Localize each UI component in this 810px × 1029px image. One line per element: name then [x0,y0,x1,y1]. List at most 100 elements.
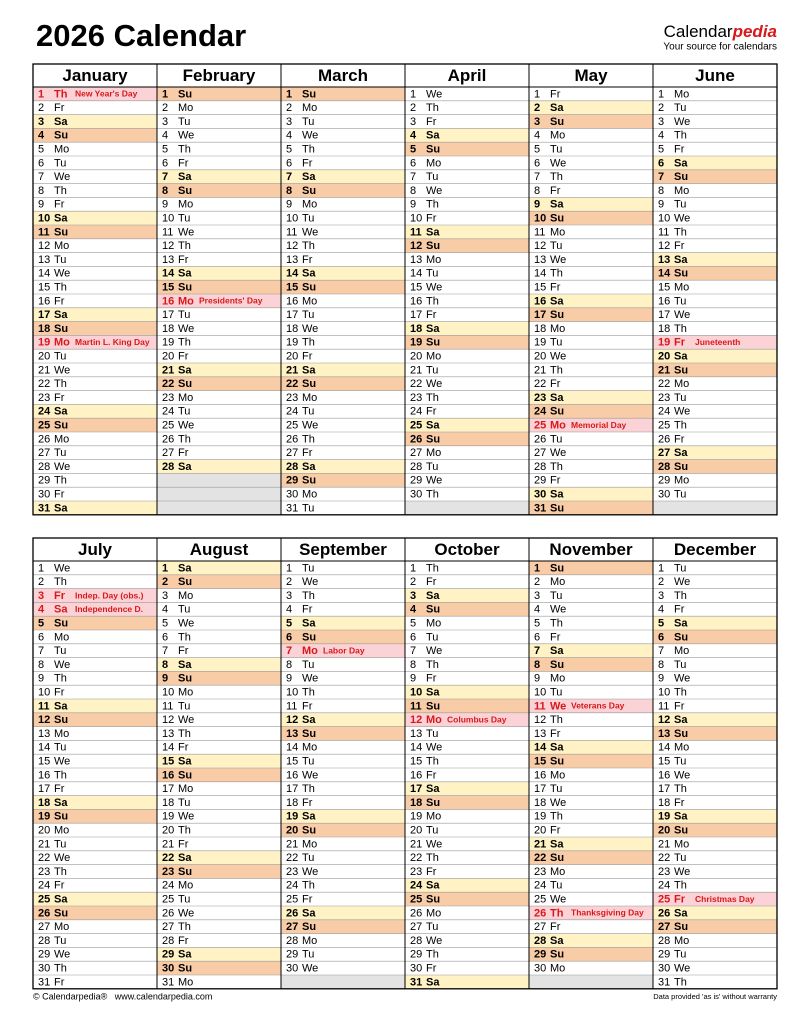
brand-accent: pedia [732,22,777,41]
day-number: 1 [286,562,292,574]
footer-left: © Calendarpedia® www.calendarpedia.com [33,991,212,1001]
day-number: 5 [286,618,292,630]
weekday: Fr [426,769,437,781]
weekday: Fr [302,254,313,266]
day-cell-bg [157,754,281,768]
weekday: Su [302,825,316,837]
day-number: 24 [410,406,422,418]
day-number: 24 [162,880,174,892]
day-number: 2 [534,102,540,114]
day-number: 20 [286,825,298,837]
day-cell-bg [529,933,653,948]
day-number: 10 [286,687,298,699]
day-cell-bg [33,404,157,419]
weekday: Su [674,268,688,280]
day-number: 28 [410,935,422,947]
day-cell-bg [405,712,529,727]
weekday: Mo [178,687,193,699]
day-number: 22 [38,378,50,390]
day-number: 5 [286,144,292,156]
weekday: Tu [54,351,66,363]
weekday: Mo [302,489,317,501]
day-number: 17 [162,309,174,321]
day-number: 18 [410,323,422,335]
day-number: 24 [534,406,547,418]
day-number: 28 [286,461,298,473]
weekday: Sa [426,226,440,238]
weekday: Su [426,433,440,445]
weekday: Mo [550,866,565,878]
day-cell-bg [405,795,529,810]
day-number: 6 [534,157,540,169]
weekday: Su [674,921,688,933]
day-number: 9 [534,673,540,685]
weekday: Mo [426,254,441,266]
weekday: Mo [302,295,317,307]
weekday: Su [178,963,192,975]
weekday: Fr [54,687,65,699]
weekday: Fr [178,935,189,947]
day-number: 5 [658,144,664,156]
day-number: 31 [38,976,50,988]
day-number: 14 [162,742,174,754]
day-cell-bg [157,864,281,879]
weekday: Tu [302,309,314,321]
day-number: 23 [286,392,298,404]
weekday: Su [426,337,440,349]
day-cell-bg [653,156,777,170]
weekday: Tu [674,199,686,211]
day-number: 18 [286,797,298,809]
day-cell-bg [157,363,281,377]
weekday: Tu [674,659,686,671]
day-number: 11 [534,226,545,238]
day-number: 19 [534,811,546,823]
day-number: 21 [534,364,546,376]
weekday: Su [302,728,316,740]
day-number: 8 [162,185,168,197]
weekday: Th [178,433,191,445]
weekday: Mo [302,392,317,404]
day-cell-bg [653,459,777,474]
weekday: Mo [426,907,441,919]
day-number: 28 [162,935,174,947]
weekday: Mo [550,226,565,238]
weekday: We [178,130,194,142]
weekday: Tu [54,935,66,947]
day-number: 7 [286,645,292,657]
weekday: We [178,907,194,919]
day-number: 9 [410,673,416,685]
day-number: 27 [38,921,50,933]
day-number: 29 [286,949,298,961]
day-number: 20 [658,351,670,363]
day-number: 16 [534,769,546,781]
weekday: Th [426,199,439,211]
day-number: 27 [534,447,546,459]
weekday: Sa [178,852,192,864]
day-cell-bg [529,501,653,515]
day-number: 7 [38,171,44,183]
weekday: Tu [674,489,686,501]
day-cell-bg [405,321,529,336]
day-number: 11 [162,226,173,238]
weekday: Fr [54,295,65,307]
weekday: Mo [178,392,193,404]
weekday: Fr [674,337,686,349]
weekday: Fr [54,489,65,501]
day-number: 26 [534,433,546,445]
month-name: December [674,540,757,559]
weekday: Mo [302,935,317,947]
day-number: 13 [286,728,298,740]
weekday: Mo [54,144,69,156]
weekday: Th [674,687,687,699]
day-number: 12 [38,714,50,726]
weekday: Fr [550,282,561,294]
day-cell-bg [157,169,281,184]
weekday: Th [54,282,67,294]
day-cell-bg [405,418,529,432]
weekday: Fr [426,213,437,225]
weekday: We [550,254,566,266]
day-number: 19 [658,811,670,823]
day-number: 22 [38,852,50,864]
weekday: Su [302,282,316,294]
weekday: Su [426,797,440,809]
